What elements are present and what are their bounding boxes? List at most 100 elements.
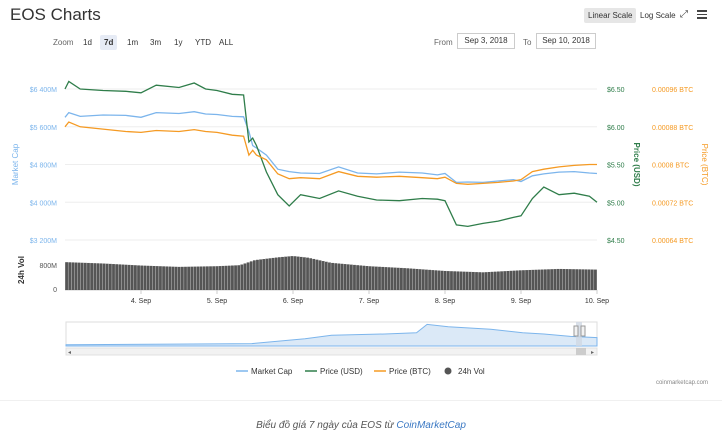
series-line-price-usd bbox=[64, 80, 598, 228]
caption-text: Biểu đồ giá 7 ngày của EOS từ bbox=[256, 420, 397, 431]
market-cap-tick-label: $5 600M bbox=[30, 125, 57, 132]
price-usd-tick-label: $5.50 bbox=[607, 163, 625, 170]
x-tick-label: 9. Sep bbox=[511, 298, 531, 305]
volume-bar bbox=[137, 265, 140, 290]
page-title: EOS Charts bbox=[10, 5, 101, 24]
eos-chart: $6 400M $5 600M $4 800M $4 000M $3 200M Marke… bbox=[11, 80, 709, 376]
volume-bar bbox=[102, 263, 106, 290]
volume-bar bbox=[475, 272, 478, 290]
volume-bar bbox=[231, 265, 234, 290]
volume-bar bbox=[256, 259, 259, 290]
zoom-1m-button[interactable]: 1m bbox=[127, 38, 139, 47]
volume-bar bbox=[506, 270, 510, 290]
volume-axis-title: 24h Vol bbox=[17, 256, 26, 284]
volume-bar bbox=[168, 266, 172, 290]
volume-bar bbox=[500, 271, 503, 290]
volume-bar bbox=[418, 269, 422, 290]
zoom-3m-button[interactable]: 3m bbox=[150, 38, 162, 47]
price-btc-axis-title: Price (BTC) bbox=[700, 144, 709, 186]
volume-bar bbox=[465, 271, 469, 290]
volume-bar bbox=[287, 256, 291, 290]
volume-bar bbox=[274, 257, 278, 290]
x-tick-label: 10. Sep bbox=[585, 298, 609, 305]
volume-bar bbox=[540, 269, 544, 290]
volume-bar bbox=[74, 262, 78, 290]
volume-bar bbox=[581, 269, 585, 290]
scroll-right-icon: ▸ bbox=[591, 350, 594, 356]
volume-bar bbox=[365, 266, 369, 290]
zoom-ytd-button[interactable]: YTD bbox=[195, 38, 211, 47]
from-date-input[interactable]: Sep 3, 2018 bbox=[457, 33, 515, 49]
volume-bar bbox=[296, 256, 300, 290]
volume-bar bbox=[456, 271, 460, 290]
volume-bar bbox=[528, 269, 532, 290]
volume-bar bbox=[149, 265, 153, 290]
volume-bar bbox=[537, 269, 541, 290]
volume-bar bbox=[77, 262, 81, 290]
volume-tick-label: 0 bbox=[53, 287, 57, 294]
volume-bar bbox=[180, 266, 184, 290]
zoom-1d-button[interactable]: 1d bbox=[83, 38, 92, 47]
volume-bar bbox=[503, 271, 507, 290]
caption: Biểu đồ giá 7 ngày của EOS từ CoinMarket… bbox=[0, 420, 722, 431]
hamburger-menu-icon[interactable] bbox=[697, 8, 707, 21]
x-tick-label: 4. Sep bbox=[131, 298, 151, 305]
volume-bar bbox=[487, 271, 491, 290]
price-usd-tick-label: $6.50 bbox=[607, 87, 625, 94]
volume-bar bbox=[265, 258, 269, 290]
volume-bar bbox=[425, 269, 428, 290]
volume-bar bbox=[155, 266, 159, 290]
price-usd-tick-label: $4.50 bbox=[607, 238, 625, 245]
navigator-selection bbox=[576, 322, 582, 346]
zoom-7d-button[interactable]: 7d bbox=[100, 35, 118, 50]
volume-bar bbox=[215, 266, 219, 290]
volume-bar bbox=[118, 264, 122, 290]
caption-link[interactable]: CoinMarketCap bbox=[396, 420, 466, 431]
volume-bar bbox=[87, 262, 90, 290]
zoom-1y-button[interactable]: 1y bbox=[174, 38, 183, 47]
volume-bar bbox=[450, 271, 453, 290]
expand-icon[interactable]: ⤢ bbox=[680, 9, 688, 20]
from-label: From bbox=[434, 38, 453, 47]
volume-bar bbox=[478, 272, 482, 290]
volume-bar bbox=[484, 272, 488, 290]
volume-bar bbox=[512, 270, 516, 290]
to-date-input[interactable]: Sep 10, 2018 bbox=[536, 33, 596, 49]
volume-bar bbox=[140, 265, 144, 290]
market-cap-tick-label: $4 800M bbox=[30, 163, 57, 170]
volume-bar bbox=[556, 268, 560, 290]
volume-bar bbox=[321, 261, 325, 290]
volume-bar bbox=[409, 268, 413, 290]
legend-item: Price (BTC) bbox=[389, 367, 431, 376]
linear-scale-button[interactable]: Linear Scale bbox=[584, 8, 637, 23]
volume-bar bbox=[130, 265, 134, 290]
volume-bar bbox=[440, 270, 444, 290]
volume-bar bbox=[212, 266, 216, 290]
x-tick-label: 7. Sep bbox=[359, 298, 379, 305]
volume-bar bbox=[221, 265, 225, 290]
volume-bar bbox=[578, 269, 582, 290]
volume-bar bbox=[112, 264, 115, 290]
volume-bar bbox=[243, 263, 247, 290]
volume-bar bbox=[531, 269, 535, 290]
volume-bar bbox=[108, 263, 112, 290]
volume-bar bbox=[227, 265, 231, 290]
volume-bar bbox=[390, 267, 394, 290]
price-btc-tick-label: 0.00096 BTC bbox=[652, 87, 693, 94]
volume-bar bbox=[165, 266, 169, 290]
volume-bar bbox=[184, 266, 187, 290]
volume-bar bbox=[443, 270, 447, 290]
navigator-handle-left bbox=[573, 325, 579, 337]
volume-bar bbox=[96, 263, 100, 290]
price-btc-tick-label: 0.0008 BTC bbox=[652, 163, 689, 170]
volume-bar bbox=[315, 259, 319, 290]
volume-bar bbox=[562, 269, 566, 290]
zoom-all-button[interactable]: ALL bbox=[219, 38, 234, 47]
volume-bar bbox=[234, 265, 237, 290]
volume-bar bbox=[362, 265, 366, 290]
chart-container: EOS Charts Linear Scale Log Scale ⤢ Zoom… bbox=[0, 5, 722, 401]
volume-bar bbox=[412, 268, 416, 290]
volume-bar bbox=[290, 256, 294, 290]
log-scale-button[interactable]: Log Scale bbox=[640, 11, 676, 20]
volume-bar bbox=[262, 259, 266, 290]
